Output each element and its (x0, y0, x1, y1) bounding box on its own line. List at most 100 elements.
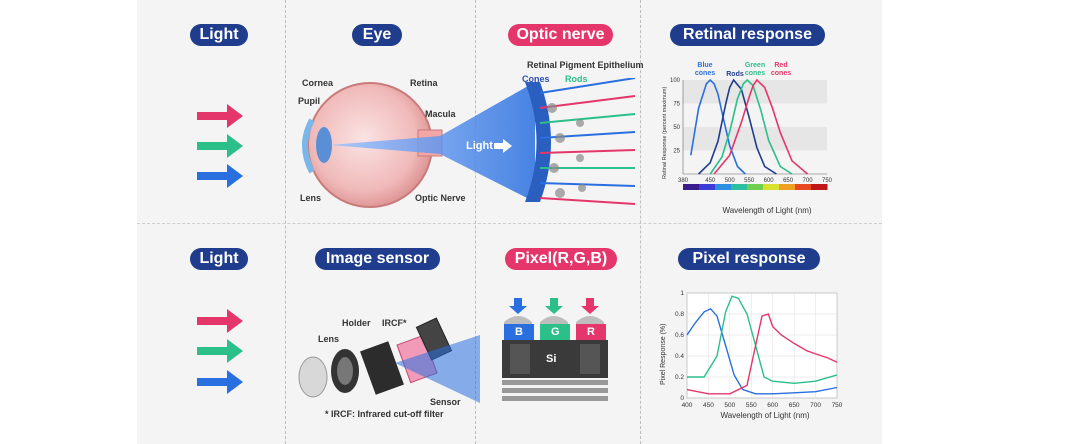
retinal-response-heading: Retinal response (670, 24, 825, 46)
rods-label: Rods (565, 74, 588, 84)
ircf-footnote: * IRCF: Infrared cut-off filter (325, 409, 444, 419)
light-beam (330, 82, 535, 202)
y-tick-label: 50 (673, 125, 680, 131)
image-sensor-illustration (298, 317, 480, 403)
legend-label: Blue cones (695, 62, 715, 77)
cones-label: Cones (522, 74, 550, 84)
image-sensor-heading: Image sensor (315, 248, 440, 270)
spectrum-band (731, 184, 748, 190)
lens-label: Lens (300, 193, 322, 203)
x-axis-label: Wavelength of Light (nm) (722, 206, 811, 215)
light-heading-bottom: Light (190, 248, 248, 270)
eye-heading: Eye (352, 24, 402, 46)
x-tick-label: 550 (746, 402, 757, 409)
spectrum-band (795, 184, 812, 190)
x-tick-label: 380 (678, 178, 689, 184)
y-tick-label: 1 (680, 290, 684, 297)
holder-shape (360, 341, 404, 395)
red-down-arrow-icon (581, 298, 599, 314)
y-tick-label: 0.8 (675, 311, 684, 318)
x-tick-label: 450 (705, 178, 716, 184)
optic-nerve-heading: Optic nerve (508, 24, 613, 46)
cornea-shape (302, 118, 315, 174)
rpe-label: Retinal Pigment Epithelium (527, 60, 644, 70)
legend-label: Red cones (771, 62, 791, 77)
column-divider (475, 0, 476, 444)
row-divider (137, 223, 882, 224)
column-divider (640, 0, 641, 444)
y-tick-label: 0 (680, 395, 684, 402)
pink-arrow-icon (197, 104, 243, 128)
x-tick-label: 600 (764, 178, 775, 184)
x-tick-label: 750 (832, 402, 843, 409)
y-tick-label: 75 (673, 102, 680, 108)
light-arrows-bottom (197, 309, 243, 394)
lens-shape (316, 127, 332, 163)
series-line-green-cones (709, 78, 793, 175)
green-filter-label: G (551, 326, 560, 338)
x-tick-label: 500 (725, 178, 736, 184)
y-axis-label: Retinal Response (percent maximum) (662, 87, 668, 179)
green-arrow-icon (197, 134, 243, 158)
blue-filter-label: B (515, 326, 523, 338)
pixel-response-heading: Pixel response (678, 248, 820, 270)
pixel-stack-illustration (502, 298, 608, 401)
series-line-blue-cones (690, 78, 746, 175)
sensor-light-beam (395, 335, 480, 403)
x-tick-label: 650 (789, 402, 800, 409)
green-down-arrow-icon (545, 298, 563, 314)
retinal-cells-illustration (539, 78, 636, 205)
x-tick-label: 550 (744, 178, 755, 184)
light-beam-label: Light (466, 140, 493, 152)
spectrum-band (699, 184, 716, 190)
x-tick-label: 600 (767, 402, 778, 409)
y-tick-label: 100 (670, 78, 681, 84)
spectrum-band (747, 184, 764, 190)
sensor-label: Sensor (430, 397, 461, 407)
green-filter (540, 324, 570, 340)
x-tick-label: 450 (703, 402, 714, 409)
spectrum-band (811, 184, 828, 190)
x-tick-label: 400 (682, 402, 693, 409)
green-arrow-icon (197, 339, 243, 363)
spectrum-band (779, 184, 796, 190)
retina-label: Retina (410, 78, 438, 88)
pixel-response-chart: 400 450 500 550 600 650 700 750 0 0.2 0.4 0.6 0.8 1 W… (660, 290, 843, 420)
spectrum-band (683, 184, 700, 190)
cornea-label: Cornea (302, 78, 334, 88)
pink-arrow-icon (197, 309, 243, 333)
light-arrows-top (197, 104, 243, 188)
red-filter-label: R (587, 326, 595, 338)
spectrum-band (715, 184, 732, 190)
blue-down-arrow-icon (509, 298, 527, 314)
blue-arrow-icon (197, 370, 243, 394)
light-direction-arrow-icon (494, 139, 512, 153)
sensor-lens-label: Lens (318, 334, 340, 344)
red-filter (576, 324, 606, 340)
x-tick-label: 700 (803, 178, 814, 184)
series-line-green (687, 295, 838, 385)
eye-illustration (302, 82, 551, 208)
x-axis-label: Wavelength of Light (nm) (720, 411, 809, 420)
spectrum-band (763, 184, 780, 190)
light-heading-top: Light (190, 24, 248, 46)
series-line-rods (698, 78, 777, 175)
macula-label: Macula (425, 109, 456, 119)
pupil-label: Pupil (298, 96, 320, 106)
retinal-response-chart: 380 450 500 550 600 650 700 750 25 50 75 100 Blue co… (662, 62, 833, 215)
x-tick-label: 500 (724, 402, 735, 409)
series-line-red (686, 313, 838, 395)
pixel-rgb-heading: Pixel(R,G,B) (505, 248, 617, 270)
blue-arrow-icon (197, 164, 243, 188)
blue-filter (504, 324, 534, 340)
x-tick-label: 750 (822, 178, 833, 184)
column-divider (285, 0, 286, 444)
silicon-label: Si (546, 353, 557, 365)
y-tick-label: 25 (673, 149, 680, 155)
retina-surface (525, 82, 551, 202)
holder-label: Holder (342, 318, 371, 328)
legend-label: Green cones (745, 62, 765, 77)
x-tick-label: 700 (810, 402, 821, 409)
series-line-red-cones (713, 78, 809, 175)
series-line-blue (686, 307, 838, 395)
